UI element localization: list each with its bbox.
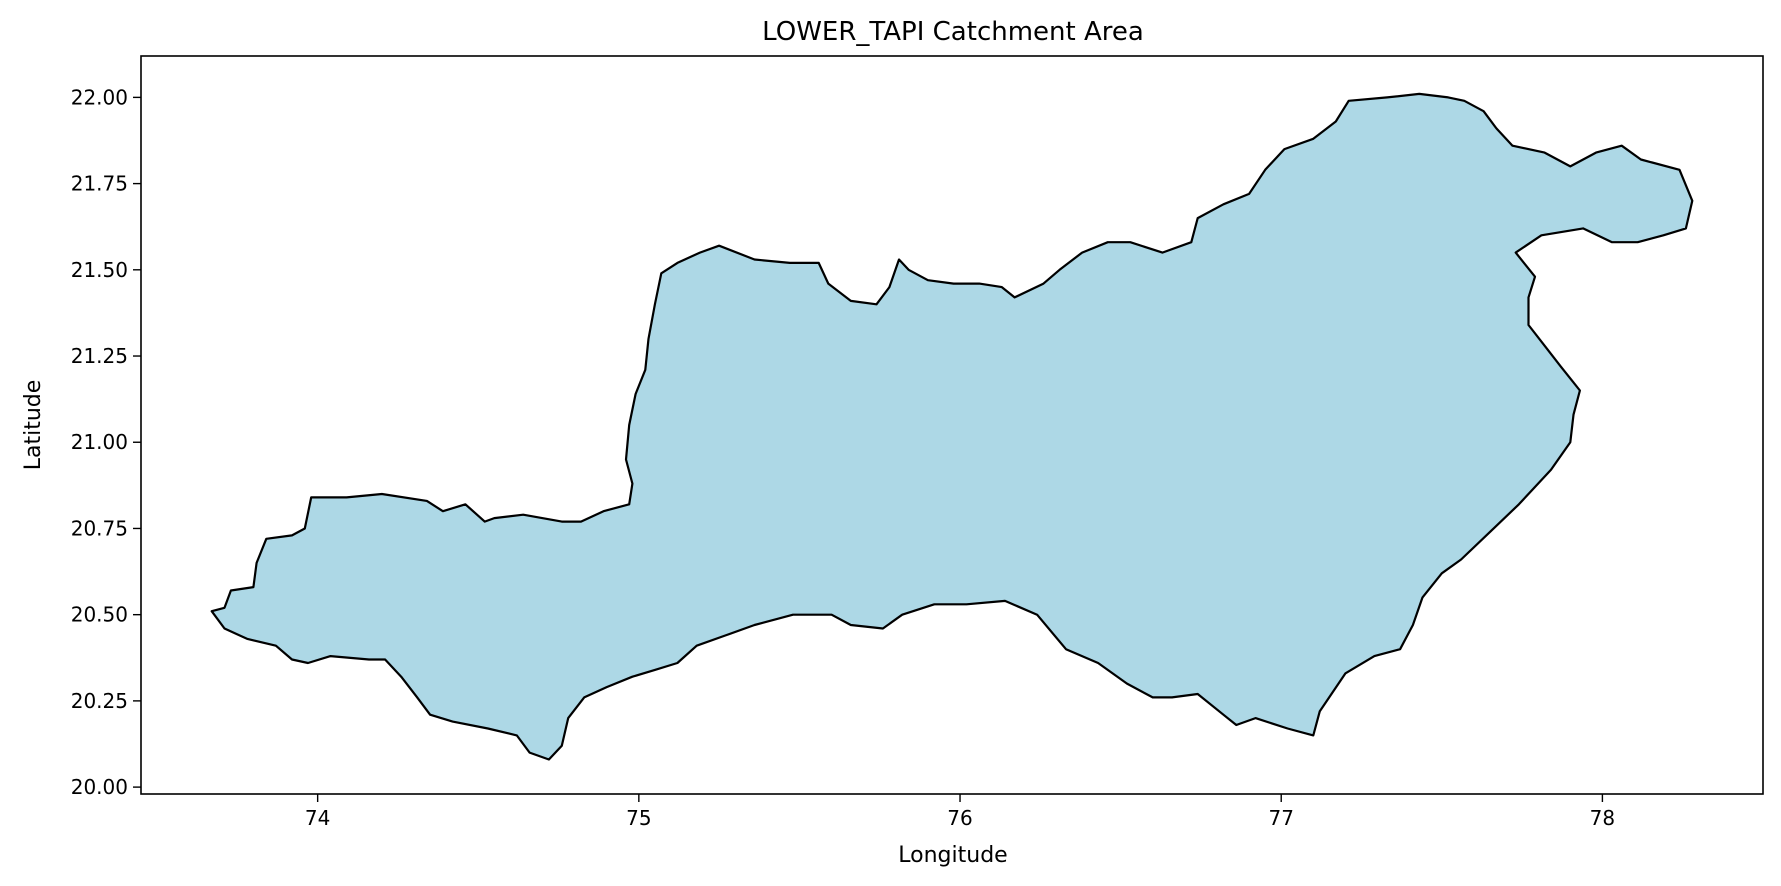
plot-area bbox=[210, 92, 1694, 761]
y-tick-label: 20.50 bbox=[71, 603, 128, 627]
y-axis-label: Latitude bbox=[21, 380, 46, 471]
y-tick-label: 20.00 bbox=[71, 775, 128, 799]
y-tick-label: 20.25 bbox=[71, 689, 128, 713]
y-tick-label: 21.75 bbox=[71, 172, 128, 196]
y-tick-label: 21.25 bbox=[71, 344, 128, 368]
y-tick-label: 21.00 bbox=[71, 430, 128, 454]
y-tick-label: 22.00 bbox=[71, 85, 128, 109]
x-axis-label: Longitude bbox=[898, 843, 1007, 868]
y-axis: 20.00 20.25 20.50 20.75 21.00 21.25 21.50 21.75… bbox=[71, 85, 141, 799]
x-axis: 74 75 76 77 78 bbox=[305, 794, 1615, 830]
x-tick-label: 74 bbox=[305, 806, 330, 830]
chart-title: LOWER_TAPI Catchment Area bbox=[762, 17, 1144, 47]
catchment-polygon bbox=[210, 92, 1694, 761]
x-tick-label: 76 bbox=[947, 806, 972, 830]
x-tick-label: 77 bbox=[1268, 806, 1293, 830]
x-tick-label: 75 bbox=[626, 806, 651, 830]
axes-frame bbox=[140, 55, 1764, 795]
x-tick-label: 78 bbox=[1590, 806, 1615, 830]
y-tick-label: 21.50 bbox=[71, 258, 128, 282]
y-tick-label: 20.75 bbox=[71, 516, 128, 540]
